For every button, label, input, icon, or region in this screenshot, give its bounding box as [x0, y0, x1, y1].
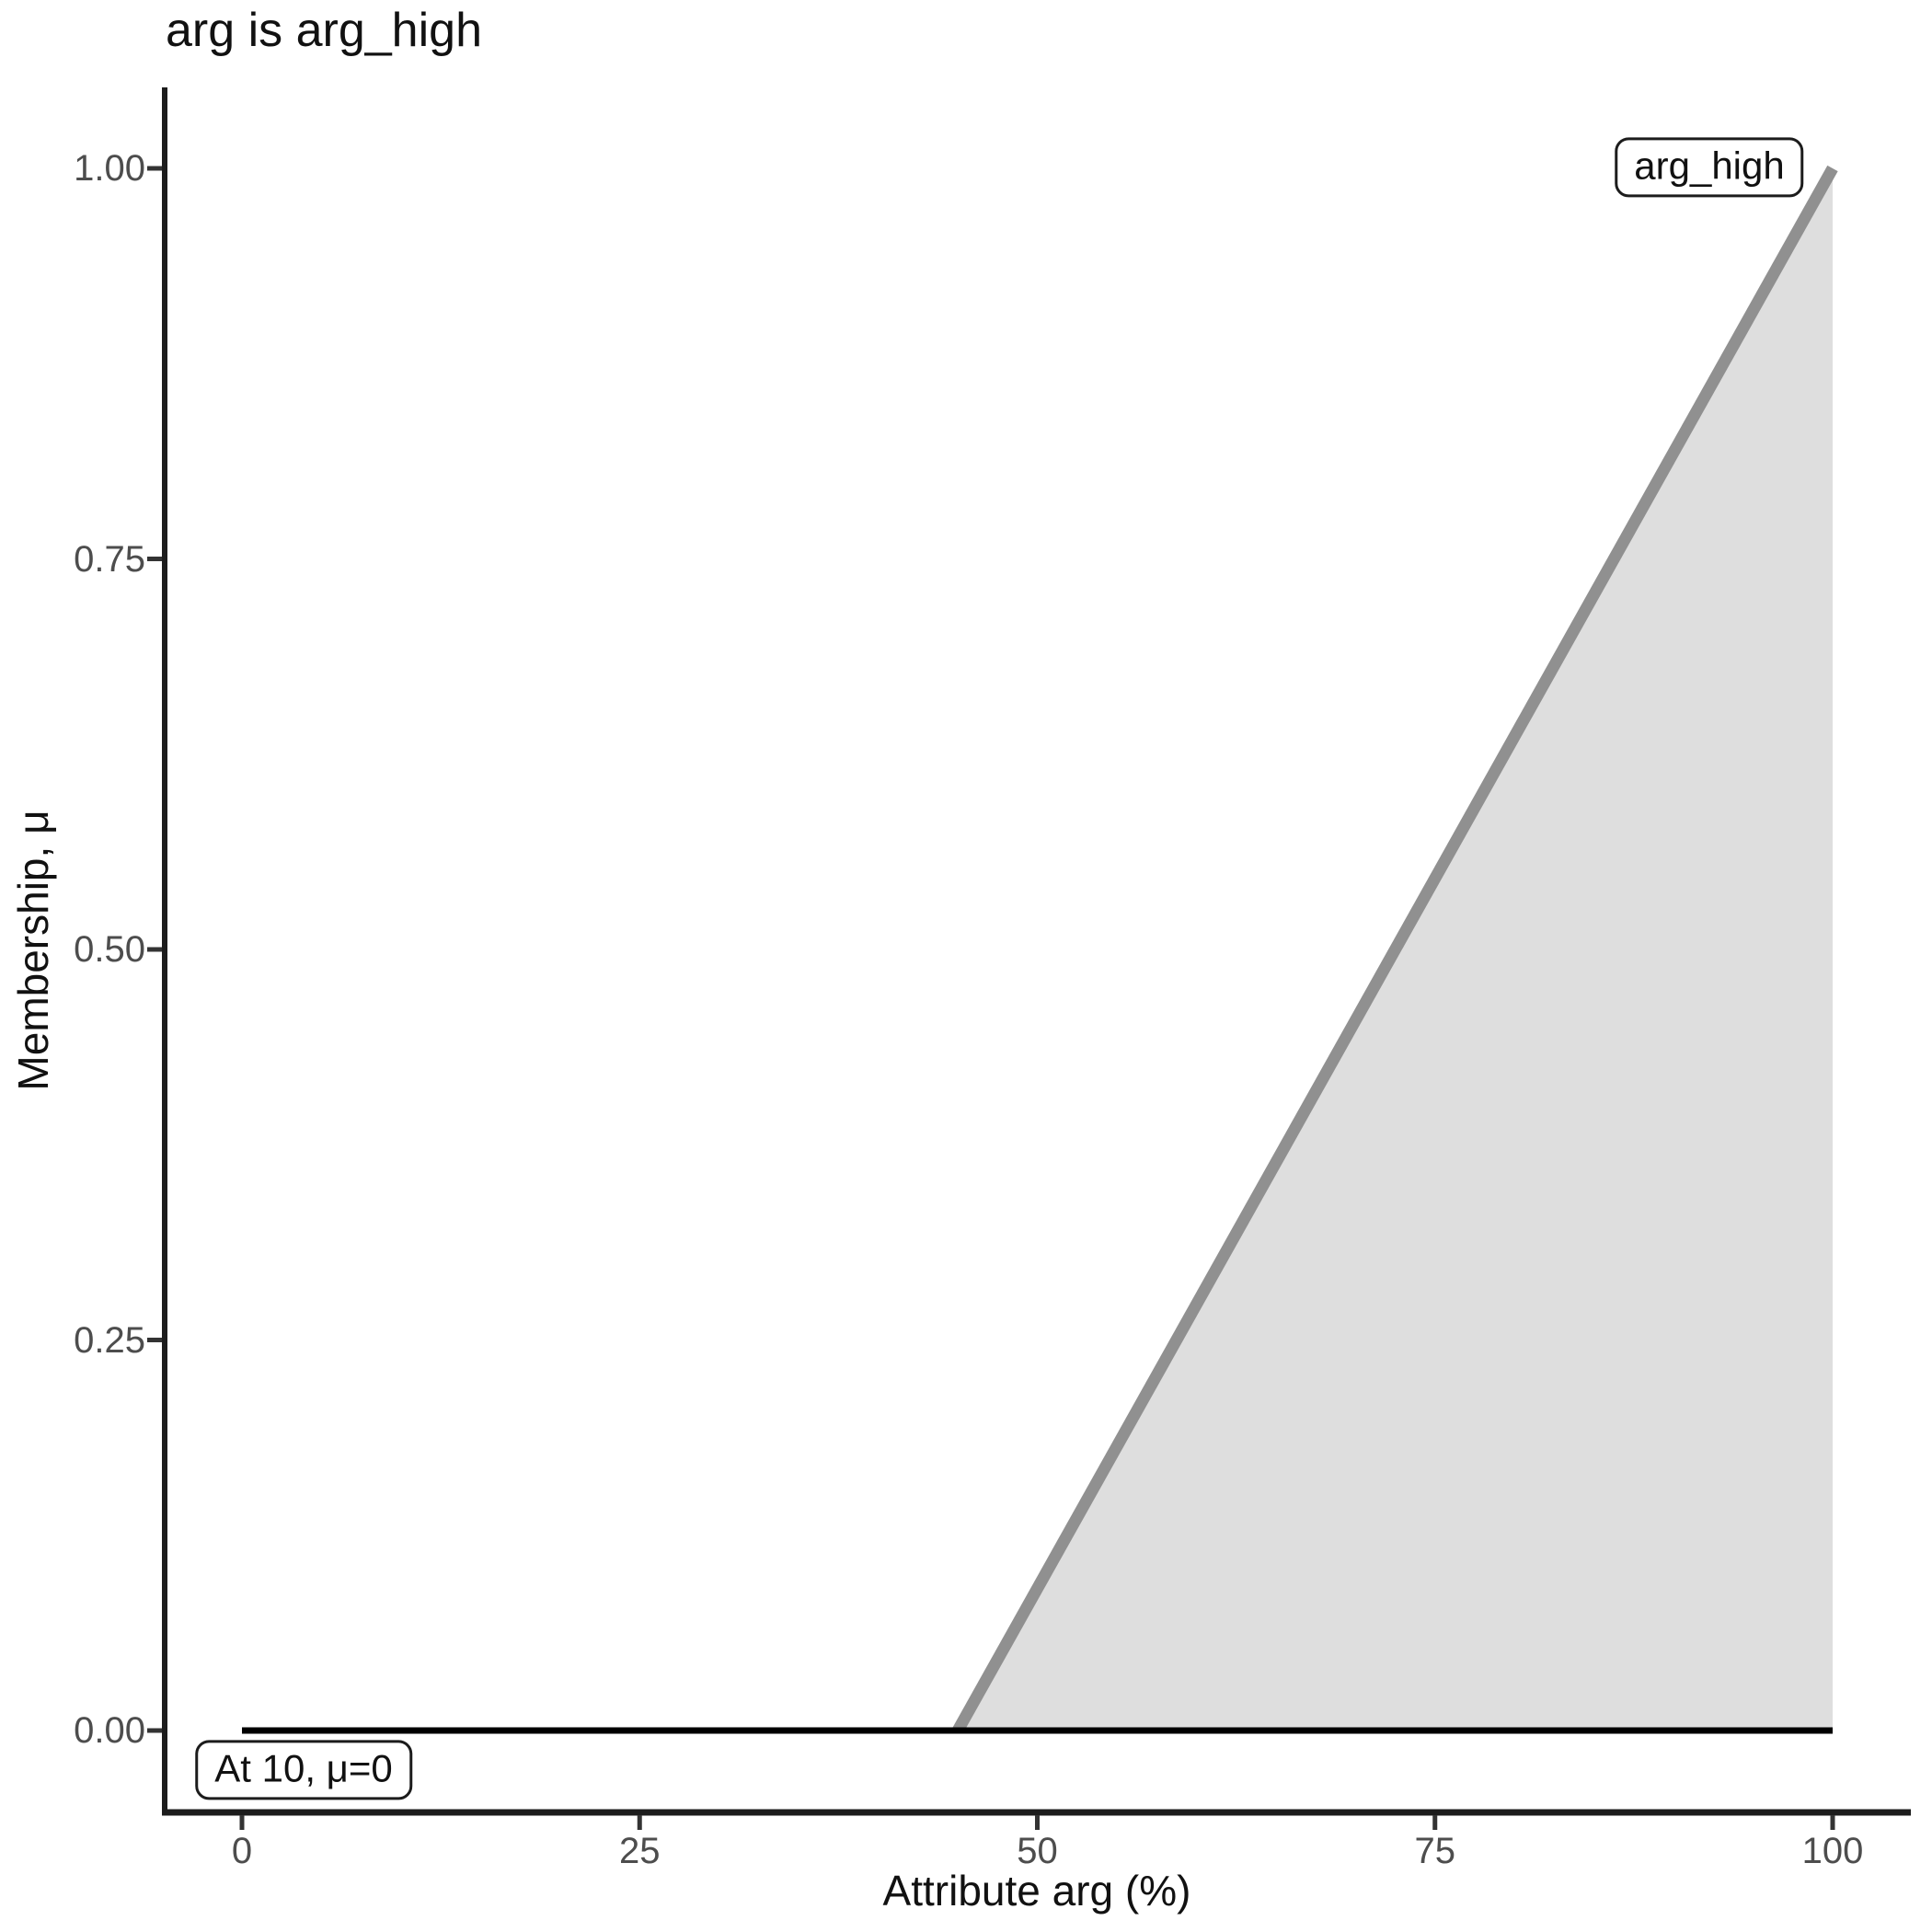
- membership-ramp-line: [952, 165, 1838, 1734]
- y-tick-label-1.00: 1.00: [74, 148, 145, 189]
- evaluation-point-label: At 10, μ=0: [195, 1740, 412, 1800]
- x-tick-label-50: 50: [1017, 1831, 1058, 1871]
- x-axis-title: Attribute arg (%): [882, 1867, 1191, 1915]
- x-tick-label-0: 0: [231, 1831, 253, 1871]
- plot-title: arg is arg_high: [166, 4, 482, 57]
- x-tick-label-75: 75: [1414, 1831, 1456, 1871]
- y-tick-label-0.50: 0.50: [74, 929, 145, 970]
- x-tick-label-25: 25: [619, 1831, 661, 1871]
- x-tick-label-100: 100: [1801, 1831, 1864, 1871]
- y-tick-label-0.00: 0.00: [74, 1710, 145, 1751]
- set-name-label: arg_high: [1615, 137, 1804, 198]
- y-tick-label-0.25: 0.25: [74, 1319, 145, 1361]
- y-tick-label-0.75: 0.75: [74, 538, 145, 580]
